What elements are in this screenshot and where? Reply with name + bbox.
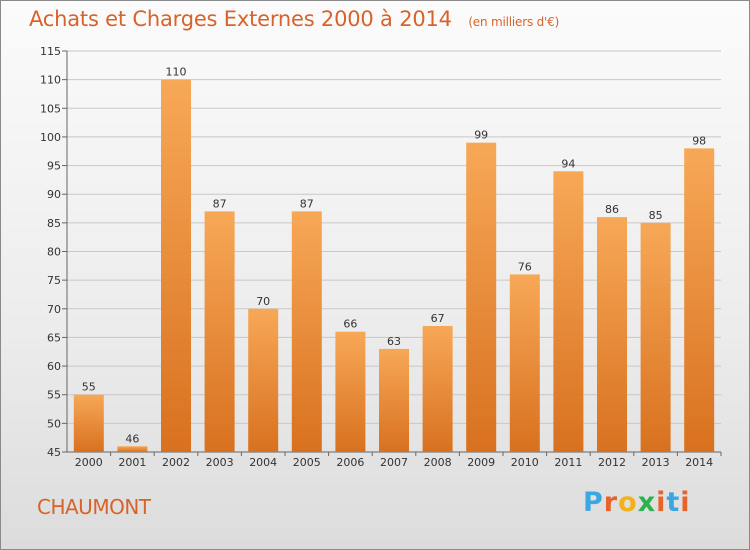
y-tick-label: 45	[47, 446, 61, 459]
data-label: 55	[82, 381, 96, 394]
x-tick-label: 2005	[293, 456, 321, 469]
x-tick-label: 2013	[642, 456, 670, 469]
y-tick-label: 105	[40, 102, 61, 115]
data-label: 94	[561, 157, 575, 170]
chart-subtitle: (en milliers d'€)	[468, 15, 560, 29]
data-label: 66	[343, 318, 357, 331]
y-tick-label: 85	[47, 217, 61, 230]
x-tick-labels: 2000 2001 2002 2003 2004 2005 2006 2007 2008 2009…	[75, 456, 713, 469]
logo-letter: r	[603, 487, 619, 518]
data-label: 46	[125, 432, 139, 445]
data-label: 110	[166, 66, 187, 79]
bar	[204, 211, 235, 452]
x-tick-label: 2010	[511, 456, 539, 469]
y-tick-label: 110	[40, 74, 61, 87]
data-label: 87	[300, 197, 314, 210]
x-tick-label: 2012	[598, 456, 626, 469]
data-label: 85	[649, 209, 663, 222]
x-tick-label: 2002	[162, 456, 190, 469]
logo-letter: x	[637, 487, 657, 518]
data-label: 98	[692, 134, 706, 147]
y-tick-label: 75	[47, 274, 61, 287]
y-tick-label: 115	[40, 45, 61, 58]
proxiti-logo: Proxiti	[583, 487, 691, 518]
data-labels: 55 46 110 87 70 87 66 63 67 99 76 94 86 85 98	[82, 66, 706, 446]
logo-letter: i	[680, 487, 691, 518]
bar	[248, 308, 279, 452]
y-tick-label: 95	[47, 160, 61, 173]
x-tick-label: 2011	[554, 456, 582, 469]
y-tick-label: 50	[47, 417, 61, 430]
y-tick-label: 100	[40, 131, 61, 144]
bar	[466, 142, 497, 452]
bar	[335, 331, 366, 452]
y-tick-label: 90	[47, 188, 61, 201]
bar	[640, 222, 671, 452]
bar	[597, 217, 627, 452]
logo-letter: t	[666, 487, 681, 518]
y-tick-label: 65	[47, 331, 61, 344]
y-tick-label: 70	[47, 303, 61, 316]
logo-letter: o	[618, 487, 638, 518]
data-label: 99	[474, 129, 488, 142]
x-tick-label: 2003	[206, 456, 234, 469]
logo-letter: i	[656, 487, 667, 518]
data-label: 63	[387, 335, 401, 348]
bar	[553, 171, 584, 453]
x-tick-label: 2009	[467, 456, 495, 469]
x-tick-label: 2001	[118, 456, 146, 469]
data-label: 70	[256, 295, 270, 308]
place-name: CHAUMONT	[37, 495, 151, 519]
bar	[117, 446, 148, 452]
x-tick-label: 2006	[336, 456, 364, 469]
y-tick-labels: 45 50 55 60 65 70 75 80 85 90 95 100 105 110 115	[40, 45, 61, 459]
x-tick-label: 2004	[249, 456, 277, 469]
logo-letter: P	[583, 487, 604, 518]
bar	[291, 211, 322, 452]
bar	[161, 79, 191, 453]
y-tick-label: 60	[47, 360, 61, 373]
bar	[509, 274, 540, 452]
x-tick-label: 2007	[380, 456, 408, 469]
bar	[422, 325, 453, 452]
x-tick-label: 2000	[75, 456, 103, 469]
y-tick-label: 80	[47, 246, 61, 259]
bar	[379, 348, 409, 452]
x-tick-label: 2008	[424, 456, 452, 469]
data-label: 67	[431, 312, 445, 325]
chart-title: Achats et Charges Externes 2000 à 2014 (…	[29, 7, 559, 31]
data-label: 76	[518, 260, 532, 273]
y-tick-label: 55	[47, 389, 61, 402]
x-tick-label: 2014	[685, 456, 713, 469]
data-label: 87	[213, 197, 227, 210]
bar	[73, 394, 104, 452]
bar	[684, 148, 715, 452]
data-label: 86	[605, 203, 619, 216]
chart-title-text: Achats et Charges Externes 2000 à 2014	[29, 7, 452, 31]
bars	[73, 79, 715, 453]
